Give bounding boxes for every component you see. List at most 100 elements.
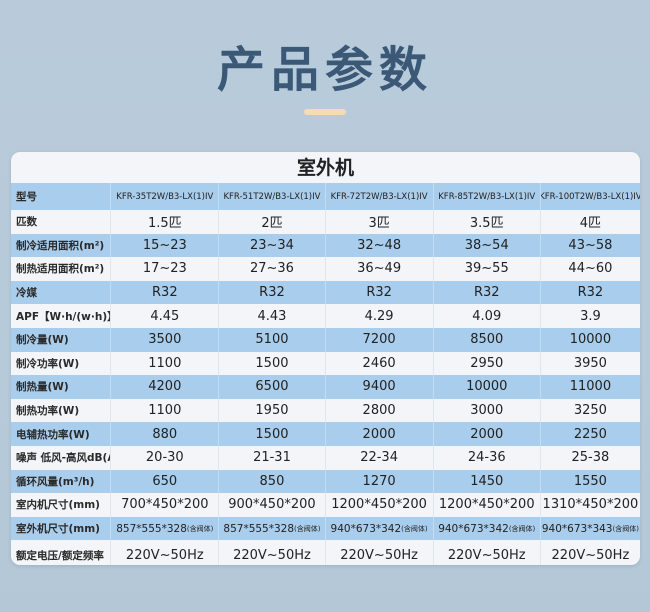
value-text: 10000 xyxy=(569,332,612,348)
value-cell: 36~49 xyxy=(324,257,433,281)
value-text: 23~34 xyxy=(249,237,294,253)
value-cell: R32 xyxy=(218,280,324,305)
value-cell: 32~48 xyxy=(324,233,433,258)
value-text: 2950 xyxy=(470,355,504,371)
model-name: KFR-35T2W/B3-LX(1)IV xyxy=(110,183,218,210)
value-cell: 1550 xyxy=(539,469,640,494)
value-text: 38~54 xyxy=(464,237,509,253)
table-row: 循环风量(m³/h) 650 850 1270 1450 1550 xyxy=(11,469,640,494)
value-cell: 220V~50Hz xyxy=(432,540,540,565)
value-cell: 3500 xyxy=(110,327,218,352)
value-text: 1310*450*200 xyxy=(542,497,639,513)
table-row: 制热适用面积(m²) 17~23 27~36 36~49 39~55 44~60 xyxy=(11,257,640,281)
value-text: 10000 xyxy=(466,379,508,395)
value-text: 4.29 xyxy=(364,308,394,324)
value-text: 1.5匹 xyxy=(147,216,182,232)
value-cell: 21-31 xyxy=(218,445,324,470)
value-cell: 3950 xyxy=(539,351,640,376)
value-text: 4.09 xyxy=(472,308,502,324)
value-text: 3250 xyxy=(573,403,607,419)
value-cell: 15~23 xyxy=(110,233,218,258)
value-cell: 23~34 xyxy=(218,233,324,258)
value-text: 8500 xyxy=(470,332,504,348)
value-text: 940*673*342 xyxy=(438,522,509,535)
value-text: R32 xyxy=(366,285,392,301)
value-text: 220V~50Hz xyxy=(340,547,418,563)
value-text: 2000 xyxy=(470,426,504,442)
value-text: 1100 xyxy=(148,403,182,419)
value-text: 43~58 xyxy=(568,237,613,253)
value-text: 2匹 xyxy=(261,216,283,232)
value-text: 220V~50Hz xyxy=(551,547,630,563)
value-cell: 43~58 xyxy=(539,233,640,258)
value-cell: 25-38 xyxy=(539,445,640,470)
value-cell: 3.9 xyxy=(539,304,640,328)
table-row: 制冷功率(W) 1100 1500 2460 2950 3950 xyxy=(11,351,640,376)
value-cell: 17~23 xyxy=(110,257,218,281)
value-cell: 1100 xyxy=(110,351,218,376)
value-text: 7200 xyxy=(362,332,396,348)
value-text: 4200 xyxy=(148,379,182,395)
table-row: 冷媒 R32 R32 R32 R32 R32 xyxy=(11,280,640,305)
row-label: 制冷量(W) xyxy=(16,334,69,347)
value-cell: 220V~50Hz xyxy=(218,540,324,565)
value-text: 220V~50Hz xyxy=(233,547,311,563)
value-cell: 1500 xyxy=(218,351,324,376)
value-text: 1500 xyxy=(255,355,289,371)
value-text: 220V~50Hz xyxy=(447,547,526,563)
value-cell: 3250 xyxy=(539,398,640,423)
value-cell: 4.29 xyxy=(324,304,433,328)
value-text: 1450 xyxy=(470,473,504,489)
value-text: 1100 xyxy=(148,355,182,371)
value-text: 940*673*342 xyxy=(330,522,402,535)
model-name: KFR-100T2W/B3-LX(1)IV xyxy=(539,183,640,210)
model-name: KFR-51T2W/B3-LX(1)IV xyxy=(218,183,324,210)
value-cell: R32 xyxy=(324,280,433,305)
value-cell: 2000 xyxy=(324,422,433,446)
value-cell: 1200*450*200 xyxy=(432,493,540,517)
value-text: 21-31 xyxy=(253,450,291,466)
table-row: 额定电压/额定频率 220V~50Hz 220V~50Hz 220V~50Hz 220V… xyxy=(11,540,640,565)
row-label: 制热适用面积(m²) xyxy=(16,263,105,276)
value-text: 1500 xyxy=(255,426,289,442)
value-text: 3.5匹 xyxy=(469,216,504,232)
value-cell: R32 xyxy=(539,280,640,305)
row-label: 制热功率(W) xyxy=(16,405,80,418)
value-text: 9400 xyxy=(362,379,396,395)
value-text: 6500 xyxy=(255,379,289,395)
value-cell: 4匹 xyxy=(539,210,640,234)
table-row: 噪声 低风-高风dB(A) 20-30 21-31 22-34 24-36 25-38 xyxy=(11,445,640,470)
value-note: (含阀体) xyxy=(401,524,428,533)
value-cell: 850 xyxy=(218,469,324,494)
value-cell: 2250 xyxy=(539,422,640,446)
value-text: 25-38 xyxy=(571,450,610,466)
value-note: (含阀体) xyxy=(186,524,214,533)
value-cell: 857*555*328 (含阀体) xyxy=(110,516,218,541)
table-title: 室外机 xyxy=(296,157,354,179)
value-text: 39~55 xyxy=(464,261,509,277)
value-cell: 39~55 xyxy=(432,257,540,281)
value-cell: 11000 xyxy=(539,375,640,399)
table-header-row: 型号 KFR-35T2W/B3-LX(1)IV KFR-51T2W/B3-LX(1… xyxy=(11,183,640,210)
value-cell: 700*450*200 xyxy=(110,493,218,517)
value-cell: 220V~50Hz xyxy=(539,540,640,565)
value-cell: 2460 xyxy=(324,351,433,376)
row-label: 制热量(W) xyxy=(16,381,69,394)
row-label: 冷媒 xyxy=(16,287,37,300)
value-text: 15~23 xyxy=(142,237,187,253)
value-text: 17~23 xyxy=(142,261,187,277)
value-cell: 650 xyxy=(110,469,218,494)
value-text: 2460 xyxy=(362,355,396,371)
value-text: R32 xyxy=(473,285,500,301)
value-text: 857*555*328 xyxy=(116,522,187,535)
table-row: 制热量(W) 4200 6500 9400 10000 11000 xyxy=(11,375,640,399)
value-cell: 220V~50Hz xyxy=(324,540,433,565)
value-cell: 6500 xyxy=(218,375,324,399)
value-cell: 24-36 xyxy=(432,445,540,470)
row-label: 额定电压/额定频率 xyxy=(16,549,104,562)
value-cell: 4200 xyxy=(110,375,218,399)
value-cell: 9400 xyxy=(324,375,433,399)
value-text: 32~48 xyxy=(357,237,402,253)
value-cell: 8500 xyxy=(432,327,540,352)
value-cell: 1500 xyxy=(218,422,324,446)
